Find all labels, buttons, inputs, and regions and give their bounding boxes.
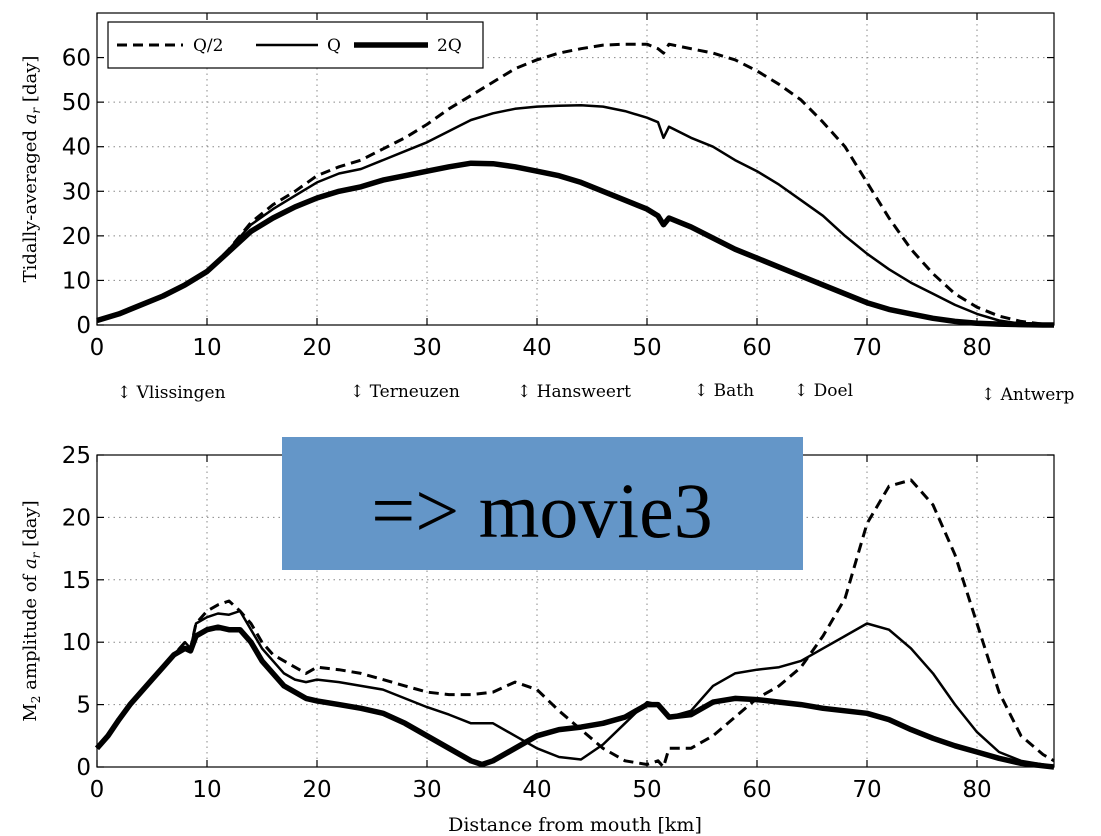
location-terneuzen: ↕ Terneuzen [350,382,460,402]
x-tick-label: 40 [522,335,551,361]
series-line-bottom-2q [94,624,1055,770]
series-line-top-q-half2 [96,42,1055,327]
x-tick-label: 60 [742,335,771,361]
x-tick-label: 80 [962,777,991,803]
location-vlissingen: ↕ Vlissingen [117,383,226,403]
series-line-top-2q [96,160,1054,328]
legend-label-q-half: Q/2 [193,36,223,56]
x-axis-label-bottom: Distance from mouth [km] [448,814,702,836]
legend-label-q: Q [327,36,341,56]
movie-overlay-label[interactable]: => movie3 [371,467,712,554]
y-tick-label: 50 [62,90,91,116]
y-tick-label: 0 [76,313,91,339]
x-tick-label: 50 [632,777,661,803]
y-axis-label-bottom-unit: [day] [20,500,41,546]
x-tick-label: 20 [302,777,331,803]
axes-frame-top [96,12,1055,326]
y-tick-label: 10 [62,268,91,294]
y-axis-label-bottom: M2 amplitude of ar [day] [20,500,43,721]
y-axis-label-bottom-main: M [20,703,41,721]
x-tick-label: 30 [412,777,441,803]
location-doel: ↕ Doel [794,381,853,401]
y-axis-label-top-sub: r [29,107,43,114]
y-tick-label: 60 [62,46,91,72]
y-axis-label-top: Tidally-averaged ar [day] [20,56,43,283]
chart-tidally-averaged: 0 10 20 30 40 50 60 70 80 0 10 20 30 40 50 60 Tidally-a… [20,12,1074,405]
y-tick-label: 40 [62,135,91,161]
location-annotations: ↕ Vlissingen ↕ Terneuzen ↕ Hansweert ↕ B… [117,381,1074,405]
series-group-bottom [94,478,1055,770]
ticks-top: 0 10 20 30 40 50 60 70 80 0 10 20 30 40 50 60 [62,13,1054,361]
x-tick-label: 40 [522,777,551,803]
grid-top [97,13,1054,325]
series-line-bottom-q-half2 [95,478,1055,769]
movie-overlay-box[interactable] [282,437,803,570]
chart-m2-amplitude: 0 10 20 30 40 50 60 70 80 0 5 10 15 20 25 M2 amplitude… [20,443,1055,836]
y-tick-label: 0 [76,755,91,781]
x-tick-label: 10 [192,777,221,803]
ticks-bottom: 0 10 20 30 40 50 60 70 80 0 5 10 15 20 25 [62,443,1054,803]
x-tick-label: 20 [302,335,331,361]
y-axis-label-bottom-var: a [20,558,41,569]
legend-label-2q: 2Q [437,36,462,56]
x-tick-label: 60 [742,777,771,803]
x-tick-label: 0 [90,335,105,361]
x-tick-label: 30 [412,335,441,361]
location-antwerp: ↕ Antwerp [981,385,1074,405]
x-tick-label: 80 [962,335,991,361]
y-tick-label: 15 [62,568,91,594]
y-axis-label-top-main: Tidally-averaged [20,124,41,282]
x-tick-label: 70 [852,335,881,361]
x-tick-label: 10 [192,335,221,361]
y-tick-label: 5 [76,693,91,719]
location-hansweert: ↕ Hansweert [517,382,631,402]
y-tick-label: 20 [62,505,91,531]
y-tick-label: 10 [62,630,91,656]
y-tick-label: 25 [62,443,91,469]
x-tick-label: 0 [90,777,105,803]
y-axis-label-bottom-mid: amplitude of [20,569,41,696]
y-axis-label-bottom-main-sub: 2 [29,696,43,704]
y-tick-label: 30 [62,179,91,205]
y-tick-label: 20 [62,224,91,250]
y-axis-label-bottom-sub: r [29,551,43,558]
location-bath: ↕ Bath [694,381,754,401]
legend: Q/2 Q 2Q [107,21,484,69]
y-axis-label-top-var: a [20,114,41,125]
x-tick-label: 50 [632,335,661,361]
series-line-top-q [96,104,1055,327]
series-group-top [96,42,1055,328]
x-tick-label: 70 [852,777,881,803]
movie-overlay[interactable]: => movie3 [282,437,803,570]
y-axis-label-top-unit: [day] [20,56,41,102]
